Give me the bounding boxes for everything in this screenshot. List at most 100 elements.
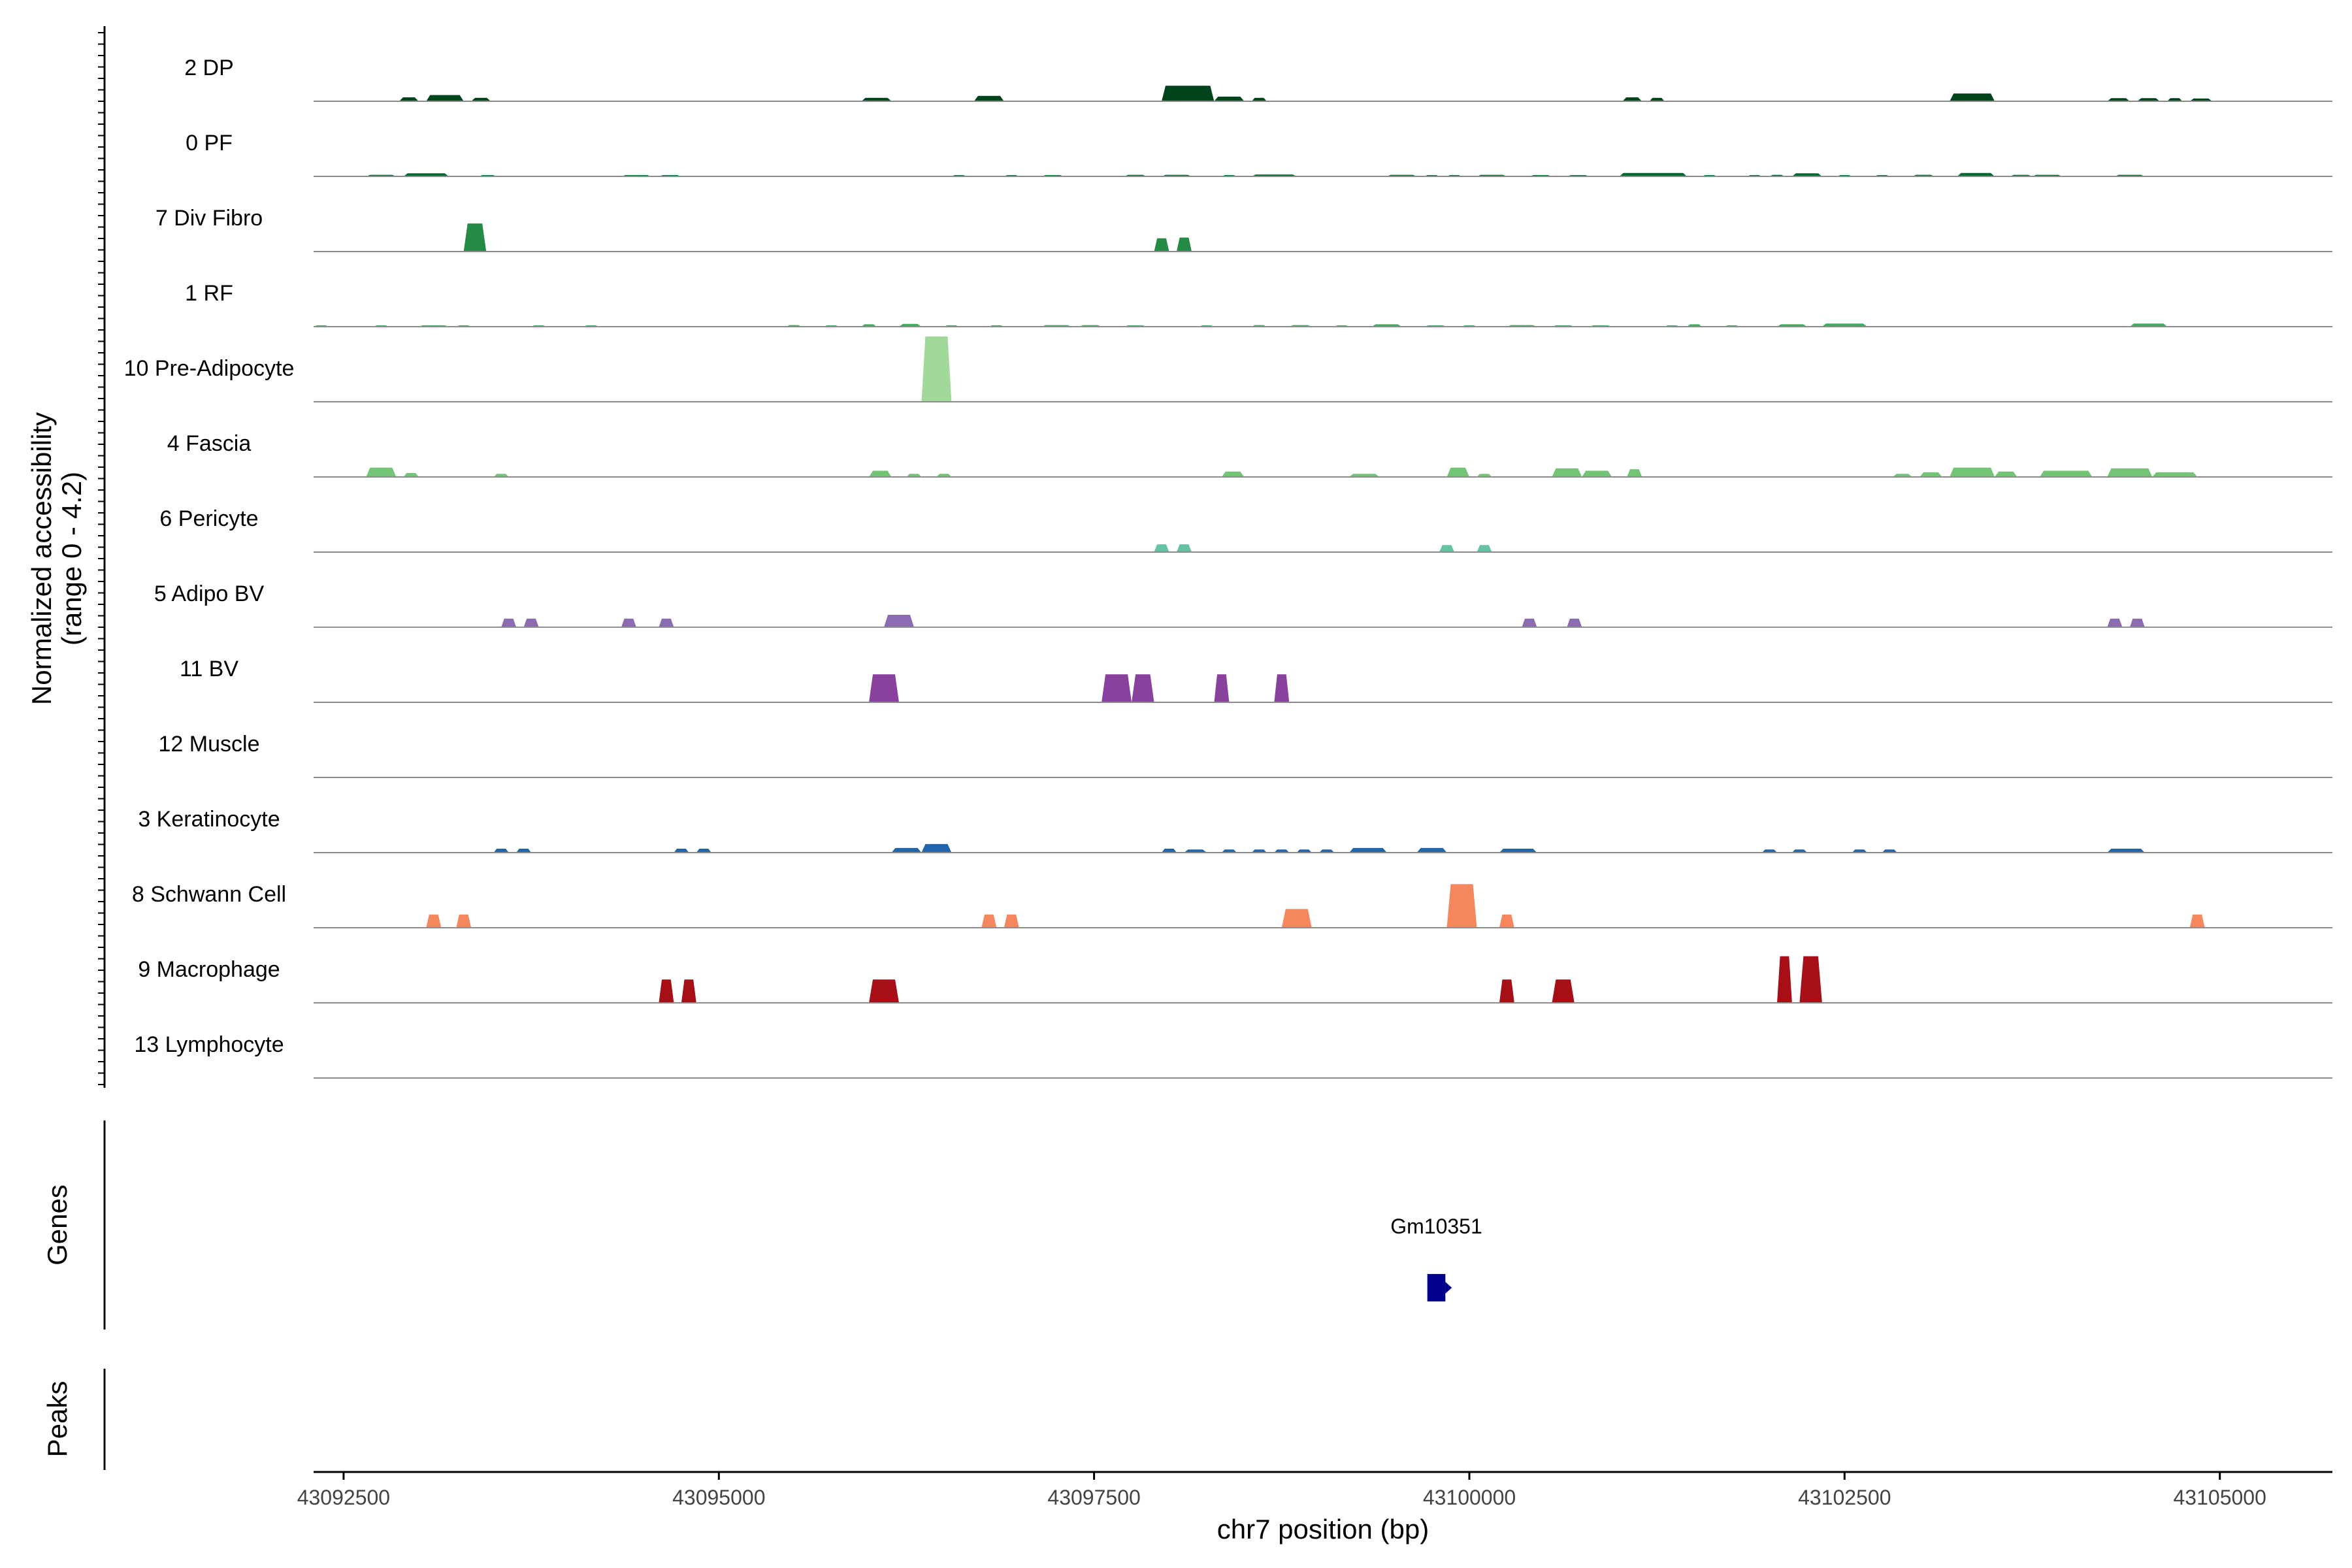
peaks-panel: Peaks <box>42 1369 106 1470</box>
track-label: 1 RF <box>185 281 233 306</box>
coverage-peak <box>1821 323 1867 327</box>
coverage-track: 7 Div Fibro <box>155 206 2332 252</box>
coverage-peak <box>2189 914 2205 928</box>
coverage-peak <box>1251 97 1267 101</box>
coverage-peak <box>2040 470 2093 477</box>
y-axis-title-line2: (range 0 - 4.2) <box>56 472 87 645</box>
coverage-peak <box>1777 956 1792 1003</box>
coverage-peak <box>1281 909 1312 928</box>
coverage-peak <box>501 618 517 627</box>
coverage-track: 13 Lymphocyte <box>134 1032 2332 1079</box>
x-tick-label: 43095000 <box>672 1486 765 1509</box>
coverage-peak <box>1791 173 1822 176</box>
coverage-peak <box>621 618 636 627</box>
coverage-peak <box>1499 979 1514 1003</box>
coverage-peak <box>1177 544 1192 552</box>
coverage-peak <box>516 849 532 853</box>
coverage-peak <box>1950 467 1995 477</box>
coverage-peak <box>884 615 914 627</box>
coverage-peak <box>696 849 711 853</box>
coverage-peak <box>899 323 922 327</box>
coverage-track: 3 Keratinocyte <box>138 807 2332 853</box>
coverage-peak <box>1582 470 1612 477</box>
coverage-peak <box>1950 93 1995 101</box>
coverage-track: 10 Pre-Adipocyte <box>124 336 2332 402</box>
coverage-peak <box>523 618 539 627</box>
coverage-peak <box>1852 849 1867 853</box>
gene-models: Gm10351 <box>1390 1215 1482 1301</box>
coverage-peak <box>399 97 419 101</box>
coverage-peak <box>891 847 922 853</box>
coverage-peak <box>1446 884 1477 928</box>
coverage-peak <box>1622 97 1642 101</box>
coverage-peak <box>906 474 922 477</box>
track-label: 2 DP <box>184 56 234 80</box>
coverage-peak <box>2137 98 2160 101</box>
coverage-peak <box>1477 545 1492 552</box>
coverage-peak <box>1919 472 1942 477</box>
gene-model: Gm10351 <box>1390 1215 1482 1301</box>
coverage-peak <box>1416 847 1447 853</box>
coverage-peak <box>1552 979 1575 1003</box>
coverage-peak <box>921 336 952 402</box>
coverage-peak <box>861 97 892 101</box>
coverage-track: 9 Macrophage <box>138 956 2332 1004</box>
genes-panel: Genes Gm10351 <box>42 1120 1482 1330</box>
x-axis-title: chr7 position (bp) <box>1217 1514 1429 1544</box>
coverage-peak <box>1221 471 1245 477</box>
y-axis <box>98 26 106 1088</box>
x-axis: 43092500 43095000 43097500 43100000 43102500… <box>297 1471 2332 1509</box>
coverage-peak <box>1251 849 1267 853</box>
coverage-peak <box>1477 474 1492 477</box>
coverage-peak <box>2152 472 2198 477</box>
coverage-peak <box>681 979 696 1003</box>
track-label: 9 Macrophage <box>138 957 280 982</box>
coverage-peak <box>2129 618 2145 627</box>
coverage-peak <box>869 979 899 1003</box>
track-label: 11 BV <box>180 657 238 681</box>
coverage-peak <box>1522 618 1537 627</box>
coverage-peak <box>1132 674 1154 702</box>
coverage-track: 0 PF <box>186 131 2332 177</box>
coverage-peak <box>493 849 509 853</box>
coverage-peak <box>869 470 892 477</box>
track-label: 6 Pericyte <box>159 506 258 531</box>
coverage-peak <box>456 914 472 928</box>
coverage-peak <box>471 97 491 101</box>
coverage-peak <box>869 674 899 702</box>
coverage-peak <box>403 173 449 176</box>
coverage-peak <box>1004 914 1019 928</box>
track-label: 7 Div Fibro <box>155 206 263 231</box>
coverage-peak <box>2107 98 2130 101</box>
coverage-track: 4 Fascia <box>167 431 2332 478</box>
coverage-peak <box>1499 849 1537 853</box>
coverage-peak <box>981 914 997 928</box>
coverage-peak <box>973 95 1004 101</box>
coverage-track: 8 Schwann Cell <box>132 882 2332 928</box>
coverage-peak <box>426 914 442 928</box>
coverage-peak <box>1627 469 1642 477</box>
coverage-peak <box>1349 847 1387 853</box>
coverage-peak <box>674 849 689 853</box>
coverage-peak <box>1102 674 1132 702</box>
coverage-track: 6 Pericyte <box>159 506 2332 553</box>
coverage-peak <box>493 474 509 477</box>
coverage-peak <box>1319 849 1335 853</box>
genes-track-label: Genes <box>42 1184 73 1266</box>
track-label: 5 Adipo BV <box>154 581 265 606</box>
coverage-track: 2 DP <box>184 56 2332 102</box>
x-tick-label: 43100000 <box>1423 1486 1516 1509</box>
coverage-peak <box>1177 237 1192 252</box>
coverage-track: 12 Muscle <box>159 732 2332 778</box>
coverage-peak <box>1552 468 1582 477</box>
coverage-peak <box>2189 98 2213 101</box>
x-tick-label: 43105000 <box>2174 1486 2266 1509</box>
coverage-peak <box>366 467 397 477</box>
coverage-peak <box>1274 674 1290 702</box>
coverage-peak <box>1799 956 1822 1003</box>
coverage-peak <box>1349 474 1380 477</box>
coverage-peak <box>1162 86 1215 101</box>
gene-exon <box>1427 1274 1446 1301</box>
